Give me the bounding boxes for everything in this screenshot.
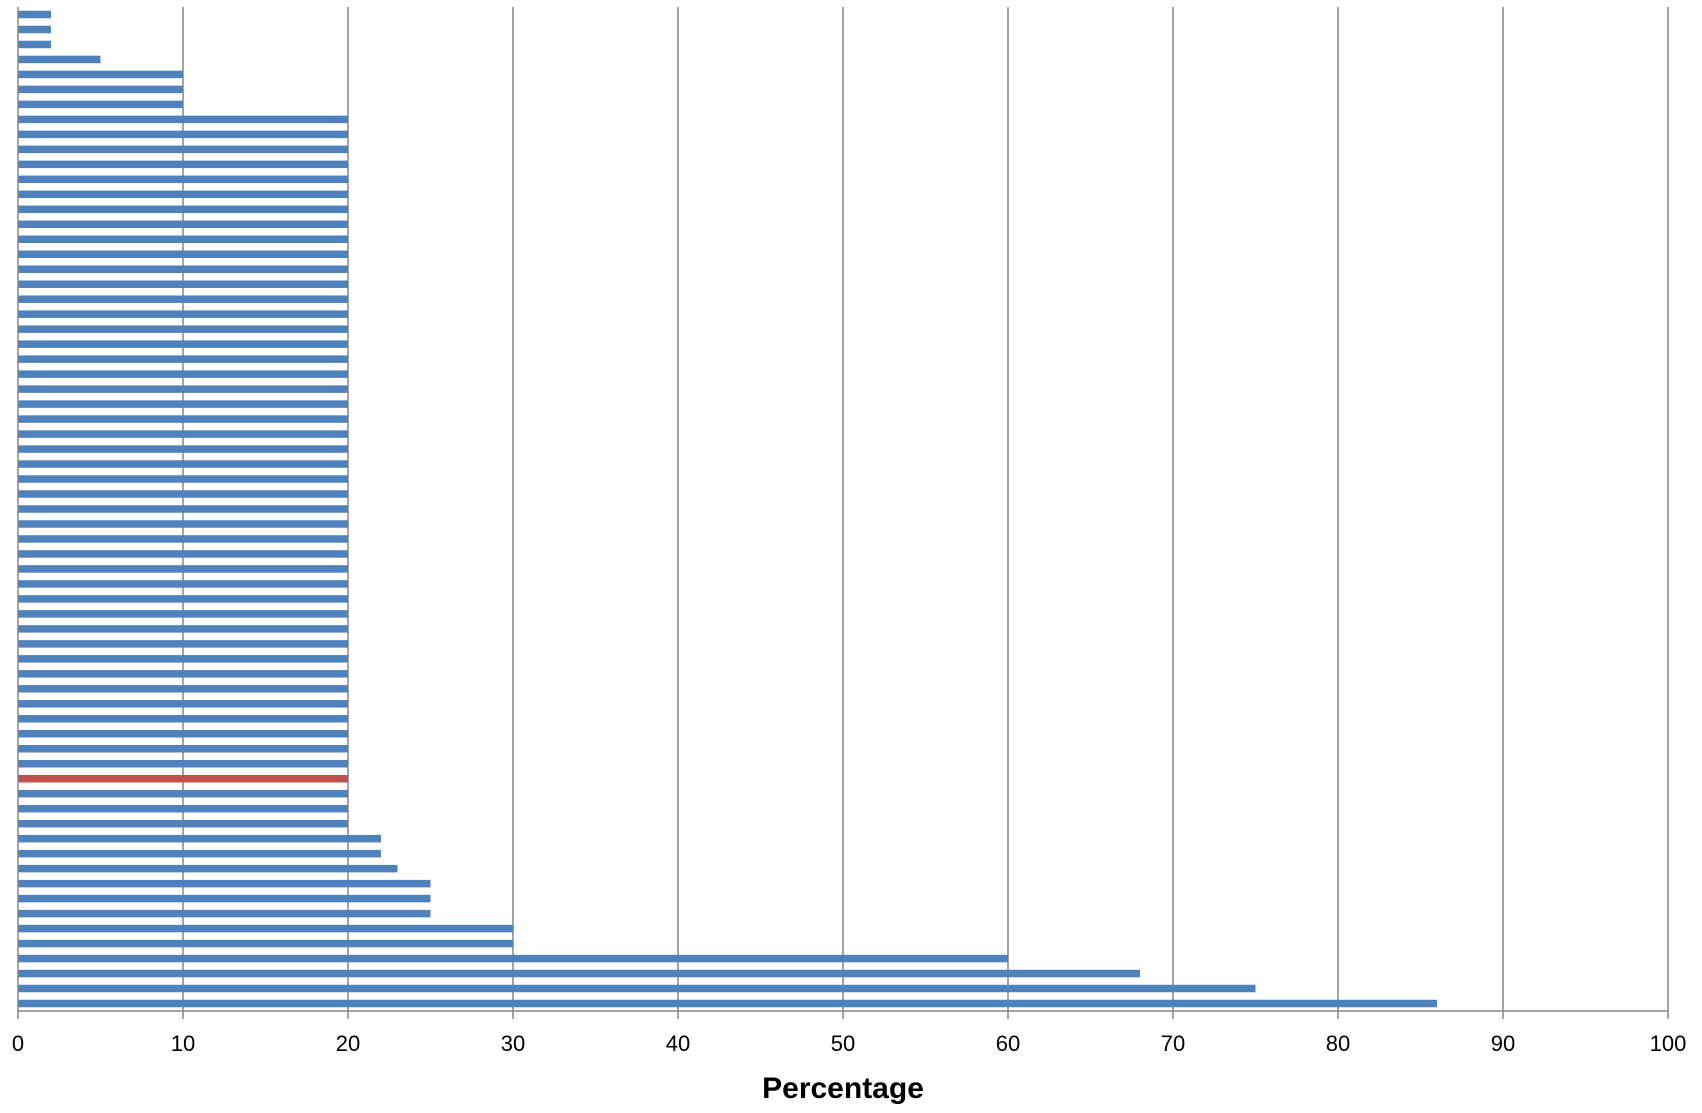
bar xyxy=(18,700,348,708)
bar xyxy=(18,325,348,333)
x-tick-label: 70 xyxy=(1161,1031,1185,1056)
x-tick-labels: 0 10 20 30 40 50 60 70 80 90 100 xyxy=(12,1031,1686,1056)
x-tick-label: 20 xyxy=(336,1031,360,1056)
bar xyxy=(18,849,381,858)
bar xyxy=(18,625,348,633)
bar xyxy=(18,130,348,139)
bar xyxy=(18,760,348,768)
x-tick-label: 90 xyxy=(1491,1031,1515,1056)
bar xyxy=(18,670,348,678)
bar xyxy=(18,295,348,303)
bar xyxy=(18,730,348,738)
x-axis xyxy=(17,7,1669,1019)
bar xyxy=(18,10,51,19)
bar xyxy=(18,894,431,903)
bar xyxy=(18,655,348,663)
x-tick-label: 10 xyxy=(171,1031,195,1056)
bar xyxy=(18,160,348,169)
bar xyxy=(18,804,348,813)
x-tick-label: 50 xyxy=(831,1031,855,1056)
bar xyxy=(18,265,348,273)
bar xyxy=(18,969,1140,978)
bar xyxy=(18,370,348,378)
x-tick-label: 60 xyxy=(996,1031,1020,1056)
bar xyxy=(18,520,348,528)
bar xyxy=(18,460,348,468)
bar xyxy=(18,580,348,588)
bar xyxy=(18,475,348,483)
bar xyxy=(18,789,348,798)
bar xyxy=(18,535,348,543)
bar xyxy=(18,70,183,79)
bars xyxy=(18,10,1437,1008)
bar xyxy=(18,400,348,408)
bar xyxy=(18,819,348,828)
bar xyxy=(18,115,348,124)
bar xyxy=(18,909,431,918)
bar xyxy=(18,280,348,288)
bar xyxy=(18,205,348,214)
bar xyxy=(18,595,348,603)
bar xyxy=(18,939,513,948)
x-tick-label: 100 xyxy=(1650,1031,1687,1056)
bar xyxy=(18,340,348,348)
bar xyxy=(18,879,431,888)
bar xyxy=(18,550,348,558)
bar xyxy=(18,745,348,753)
bar xyxy=(18,220,348,229)
bar xyxy=(18,100,183,109)
bar xyxy=(18,640,348,648)
bar xyxy=(18,954,1008,963)
bar xyxy=(18,25,51,34)
bar xyxy=(18,445,348,453)
bar xyxy=(18,85,183,94)
bar-highlighted xyxy=(18,774,348,783)
bar xyxy=(18,715,348,723)
bar xyxy=(18,415,348,423)
bar xyxy=(18,175,348,184)
x-tick-label: 0 xyxy=(12,1031,24,1056)
x-tick-label: 80 xyxy=(1326,1031,1350,1056)
bar xyxy=(18,310,348,318)
x-tick-label: 30 xyxy=(501,1031,525,1056)
x-tick-label: 40 xyxy=(666,1031,690,1056)
bar xyxy=(18,610,348,618)
bar xyxy=(18,565,348,573)
bar xyxy=(18,834,381,843)
bar xyxy=(18,355,348,363)
bar xyxy=(18,40,51,49)
bar xyxy=(18,385,348,393)
bar xyxy=(18,924,513,933)
bar xyxy=(18,235,348,244)
bar xyxy=(18,490,348,498)
bar xyxy=(18,430,348,438)
bar xyxy=(18,984,1256,993)
bar xyxy=(18,145,348,154)
bar xyxy=(18,864,398,873)
x-axis-title: Percentage xyxy=(762,1072,924,1105)
bar xyxy=(18,505,348,513)
bar xyxy=(18,250,348,258)
bar xyxy=(18,685,348,693)
bar xyxy=(18,190,348,199)
gridlines xyxy=(182,7,1669,1011)
bar xyxy=(18,999,1437,1008)
bar xyxy=(18,55,101,64)
